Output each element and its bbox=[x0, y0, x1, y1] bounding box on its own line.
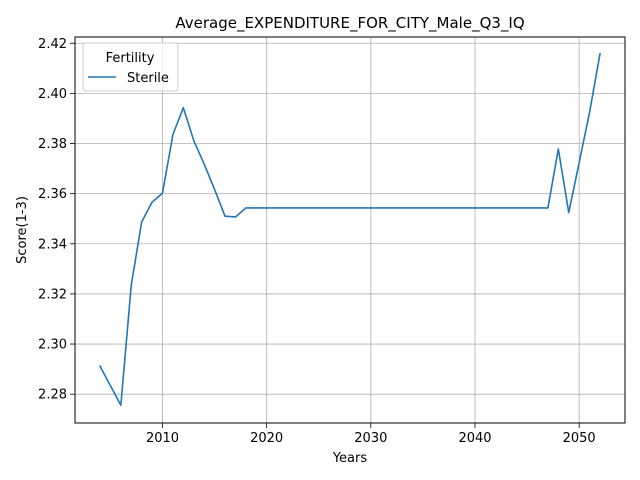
legend-label-sterile: Sterile bbox=[127, 71, 169, 86]
series-layer bbox=[98, 52, 601, 407]
x-tick-label: 2050 bbox=[563, 431, 596, 446]
x-tick-label: 2040 bbox=[458, 431, 491, 446]
x-tick-label: 2020 bbox=[250, 431, 283, 446]
x-axis-ticks: 2010 2020 2030 2040 2050 bbox=[146, 423, 596, 446]
y-tick-label: 2.38 bbox=[38, 137, 67, 152]
legend-box bbox=[82, 42, 179, 92]
y-tick-label: 2.32 bbox=[38, 287, 67, 302]
chart-title: Average_EXPENDITURE_FOR_CITY_Male_Q3_IQ bbox=[175, 14, 524, 33]
y-tick-label: 2.34 bbox=[38, 237, 67, 252]
y-tick-label: 2.30 bbox=[38, 338, 67, 353]
series-line-sterile bbox=[98, 52, 601, 407]
y-tick-label: 2.42 bbox=[38, 37, 67, 52]
x-axis-label: Years bbox=[332, 451, 368, 466]
y-tick-label: 2.40 bbox=[38, 87, 67, 102]
legend-title: Fertility bbox=[106, 51, 155, 66]
x-tick-label: 2030 bbox=[354, 431, 387, 446]
y-axis-ticks: 2.28 2.30 2.32 2.34 2.36 2.38 2.40 2.42 bbox=[38, 37, 75, 403]
plot-frame bbox=[74, 36, 626, 424]
legend: Fertility Sterile bbox=[82, 42, 179, 92]
y-tick-label: 2.36 bbox=[38, 187, 67, 202]
x-tick-label: 2010 bbox=[146, 431, 179, 446]
grid-lines bbox=[75, 37, 625, 423]
y-tick-label: 2.28 bbox=[38, 388, 67, 403]
y-axis-label: Score(1-3) bbox=[15, 196, 30, 264]
